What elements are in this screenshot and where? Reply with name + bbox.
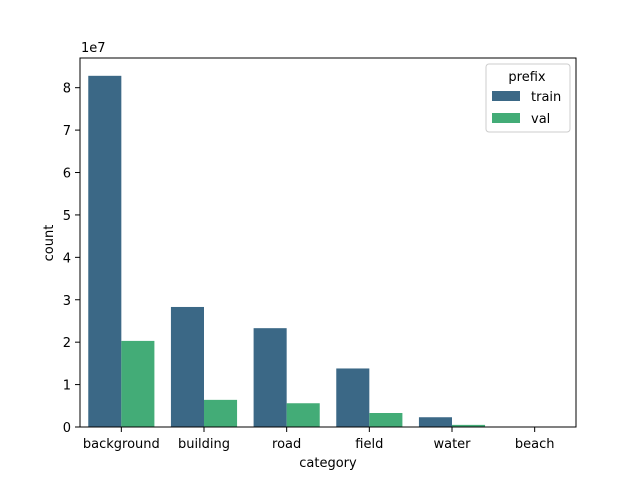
bar-val-water — [452, 424, 486, 427]
y-tick-label: 1 — [63, 379, 71, 394]
bar-val-field — [369, 413, 403, 427]
y-tick-label: 3 — [63, 294, 71, 309]
x-axis: background building road field water beach — [83, 427, 555, 452]
bar-val-building — [204, 399, 238, 427]
legend-swatch-train — [492, 91, 520, 101]
bar-train-field — [336, 368, 370, 427]
y-tick-label: 2 — [63, 336, 71, 351]
y-tick-label: 4 — [63, 251, 71, 266]
x-tick-label-building: building — [178, 437, 230, 452]
x-tick-label-beach: beach — [515, 437, 555, 452]
legend: prefix train val — [485, 63, 571, 133]
y-offset-label: 1e7 — [81, 41, 106, 56]
y-tick-label: 7 — [63, 124, 71, 139]
bar-train-background — [88, 75, 122, 428]
y-tick-label: 6 — [63, 167, 71, 182]
x-tick-label-background: background — [83, 437, 160, 452]
legend-title: prefix — [508, 70, 545, 85]
y-axis-label: count — [42, 225, 57, 262]
y-axis: 0 1 2 3 4 5 6 7 8 — [63, 82, 80, 436]
x-tick-label-road: road — [272, 437, 301, 452]
x-tick-label-water: water — [433, 437, 471, 452]
bar-train-building — [170, 306, 204, 427]
y-tick-label: 8 — [63, 82, 71, 97]
x-tick-label-field: field — [355, 437, 383, 452]
bar-val-road — [286, 403, 320, 427]
plot-frame — [79, 57, 577, 428]
bar-val-background — [121, 340, 155, 427]
bar-train-water — [418, 417, 452, 427]
bar-train-road — [253, 328, 287, 427]
bars-layer — [88, 75, 568, 428]
legend-label-train: train — [531, 90, 561, 105]
legend-label-val: val — [531, 112, 550, 127]
x-axis-label: category — [299, 456, 357, 471]
y-tick-label: 5 — [63, 209, 71, 224]
y-tick-label: 0 — [63, 421, 71, 436]
legend-swatch-val — [492, 113, 520, 123]
